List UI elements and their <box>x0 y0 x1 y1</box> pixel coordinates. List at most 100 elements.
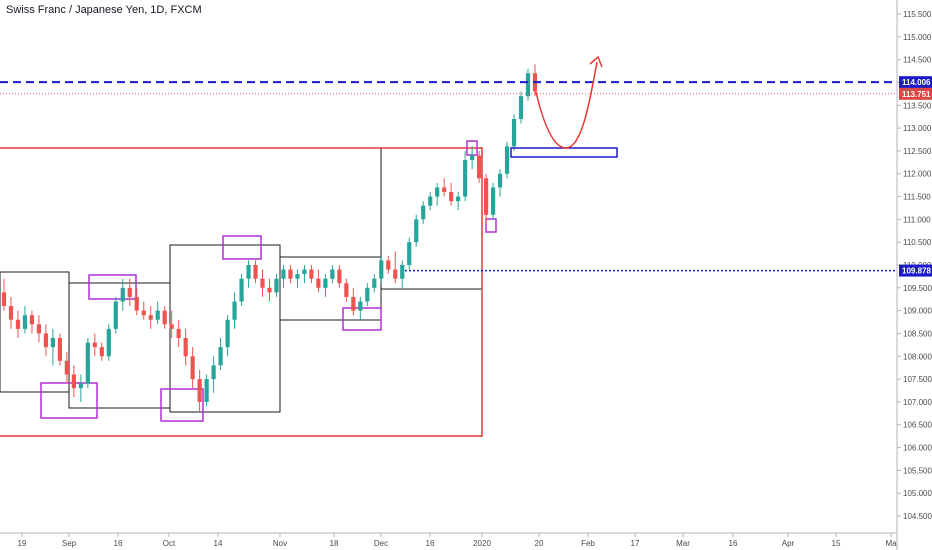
candle-body <box>421 205 426 220</box>
candle-body <box>176 328 181 339</box>
x-tick-label: Oct <box>163 539 176 548</box>
candle-body <box>246 265 251 279</box>
candle-body <box>92 342 97 348</box>
candle-body <box>134 296 139 311</box>
y-tick-label: 106.500 <box>903 421 932 430</box>
y-tick-label: 105.500 <box>903 466 932 475</box>
candle-body <box>477 155 482 179</box>
candle-body <box>330 269 335 279</box>
y-tick-label: 108.500 <box>903 329 932 338</box>
candle-body <box>470 155 475 161</box>
candle-body <box>358 301 363 311</box>
purple-zone <box>222 235 262 260</box>
price-label: 113.751 <box>902 90 931 99</box>
candle-body <box>407 242 412 265</box>
x-tick-label: 16 <box>729 539 738 548</box>
candle-body <box>169 324 174 329</box>
candle-body <box>490 187 496 215</box>
x-tick-label: Apr <box>782 539 795 548</box>
candle-body <box>211 365 216 380</box>
candle-body <box>22 315 28 329</box>
candle-body <box>260 278 265 288</box>
candle-body <box>497 173 503 188</box>
candle-body <box>1 292 7 307</box>
candle-body <box>435 187 440 197</box>
candle-body <box>344 283 349 297</box>
candle-body <box>232 301 237 320</box>
candle-body <box>113 301 118 329</box>
candle-body <box>449 191 454 202</box>
y-tick-label: 111.500 <box>903 193 931 202</box>
candle-body <box>309 269 314 279</box>
projection-arrowhead <box>589 55 603 68</box>
candle-body <box>295 274 300 279</box>
x-tick-label: Dec <box>374 539 388 548</box>
candle-body <box>15 319 21 329</box>
candle-body <box>225 319 230 348</box>
projection-curve <box>535 61 598 149</box>
candle-body <box>155 310 160 320</box>
y-tick-label: 113.500 <box>903 101 932 110</box>
y-tick-label: 105.000 <box>903 489 932 498</box>
x-tick-label: Feb <box>581 539 595 548</box>
candle-body <box>190 356 195 380</box>
candle-body <box>351 296 356 311</box>
candle-body <box>463 160 468 197</box>
candle-body <box>518 96 524 119</box>
y-tick-label: 115.500 <box>903 10 932 19</box>
candle-body <box>274 278 279 293</box>
candle-body <box>414 219 419 243</box>
candle-body <box>365 287 370 302</box>
y-tick-label: 114.500 <box>903 56 932 65</box>
candle-body <box>43 333 49 348</box>
candle-body <box>372 278 377 288</box>
candle-body <box>85 342 90 384</box>
x-tick-label: 18 <box>330 539 339 548</box>
candle-body <box>57 338 62 361</box>
candle-body <box>456 196 461 202</box>
candle-body <box>78 383 83 389</box>
big-red-box <box>0 147 483 437</box>
candle-body <box>442 187 447 192</box>
candle-body <box>204 379 209 402</box>
y-tick-label: 108.000 <box>903 352 932 361</box>
y-tick-label: 111.000 <box>903 215 931 224</box>
y-tick-label: 106.000 <box>903 444 932 453</box>
candle-body <box>511 118 517 147</box>
y-tick-label: 110.500 <box>903 238 932 247</box>
candle-body <box>323 278 328 288</box>
candle-body <box>525 73 531 97</box>
purple-zone <box>160 388 204 422</box>
x-tick-label: 16 <box>426 539 435 548</box>
x-tick-label: Sep <box>62 539 77 548</box>
x-tick-label: 20 <box>535 539 544 548</box>
candle-body <box>148 315 153 320</box>
price-label: 109.878 <box>902 267 931 276</box>
price-label: 114.006 <box>902 78 931 87</box>
candle-body <box>428 196 433 206</box>
candle-body <box>36 324 42 334</box>
candle-body <box>162 310 167 325</box>
candle-body <box>393 269 398 279</box>
x-tick-label: 19 <box>18 539 27 548</box>
candle-body <box>504 146 510 174</box>
price-label-bg <box>899 87 932 100</box>
candle-body <box>106 328 111 357</box>
y-tick-label: 112.000 <box>903 170 932 179</box>
candle-body <box>218 347 223 366</box>
candle-body <box>483 178 489 215</box>
price-label-bg <box>899 76 932 89</box>
candle-body <box>127 287 132 297</box>
candle-body <box>400 265 405 279</box>
x-tick-label: 17 <box>631 539 640 548</box>
candle-body <box>99 347 104 357</box>
purple-zone <box>40 382 98 419</box>
y-tick-label: 113.000 <box>903 124 932 133</box>
x-tick-label: Ma <box>885 539 897 548</box>
price-label-bg <box>899 264 932 277</box>
x-tick-label: 16 <box>114 539 123 548</box>
x-tick-label: Mar <box>676 539 690 548</box>
purple-zone <box>485 218 497 233</box>
candle-body <box>379 260 384 279</box>
